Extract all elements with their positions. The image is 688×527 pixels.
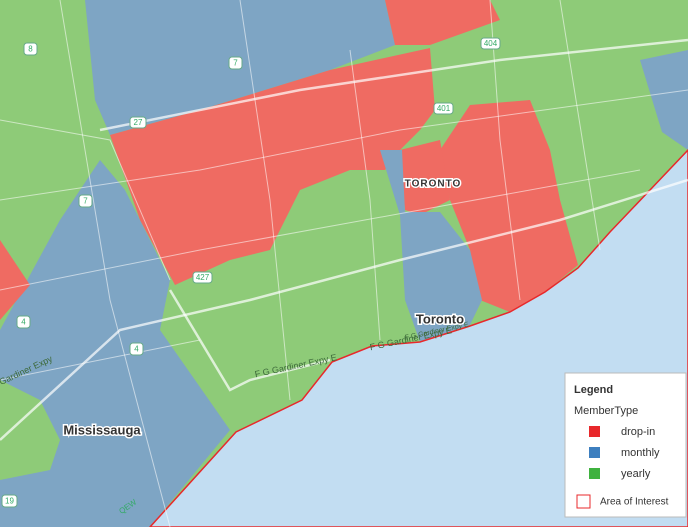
shield-label: 8 bbox=[28, 45, 33, 54]
road bbox=[0, 169, 641, 291]
legend-label: Area of Interest bbox=[600, 497, 669, 508]
monthly-region bbox=[380, 150, 482, 342]
highway bbox=[0, 178, 688, 441]
highway bbox=[99, 38, 688, 132]
place-labels: TORONTO Toronto Mississauga bbox=[62, 177, 466, 439]
road bbox=[559, 0, 601, 251]
shield-label: 27 bbox=[134, 118, 143, 127]
place-label: Toronto bbox=[416, 311, 464, 326]
legend: Legend MemberType Area of Interest drop-… bbox=[564, 372, 687, 518]
shields: 8 7 27 404 401 7 427 4 4 19 QEW bbox=[1, 37, 501, 516]
road bbox=[239, 0, 291, 401]
shield bbox=[78, 194, 93, 208]
legend-swatch bbox=[589, 447, 600, 458]
road bbox=[59, 0, 171, 527]
shield bbox=[129, 342, 144, 356]
shield-label: 19 bbox=[5, 497, 14, 506]
shield-label: 7 bbox=[83, 197, 88, 206]
road bbox=[349, 49, 381, 341]
shield bbox=[433, 102, 454, 115]
shield bbox=[192, 271, 213, 284]
legend-title: Legend bbox=[574, 384, 613, 396]
legend-box bbox=[564, 372, 687, 518]
shield bbox=[23, 42, 38, 56]
road bbox=[0, 339, 201, 381]
legend-label: drop-in bbox=[621, 426, 655, 438]
road bbox=[0, 89, 688, 201]
area-swatch bbox=[576, 494, 591, 509]
shield-label: 4 bbox=[21, 318, 26, 327]
shield-label: 4 bbox=[134, 345, 139, 354]
shield bbox=[1, 494, 18, 508]
monthly-region bbox=[640, 50, 688, 150]
drop-in-region bbox=[440, 100, 578, 312]
drop-in-region bbox=[110, 48, 435, 285]
drop-in-region bbox=[385, 0, 500, 45]
shield bbox=[129, 116, 147, 129]
legend-label: monthly bbox=[621, 447, 660, 459]
shield-label: 404 bbox=[484, 39, 498, 48]
shield-label: 7 bbox=[233, 59, 238, 68]
shield bbox=[16, 315, 31, 329]
road bbox=[0, 119, 171, 281]
shield bbox=[480, 37, 501, 50]
legend-label: yearly bbox=[621, 468, 651, 480]
place-label: TORONTO bbox=[405, 179, 462, 190]
drop-in-region bbox=[400, 140, 450, 215]
shield-label: 427 bbox=[196, 273, 210, 282]
place-label: Mississauga bbox=[63, 422, 141, 437]
yearly-region bbox=[0, 380, 60, 480]
shield-label: 401 bbox=[437, 104, 451, 113]
shield bbox=[228, 56, 243, 70]
drop-in-region bbox=[0, 240, 30, 320]
legend-swatch bbox=[589, 468, 600, 479]
legend-swatch bbox=[589, 426, 600, 437]
legend-field: MemberType bbox=[574, 405, 638, 417]
